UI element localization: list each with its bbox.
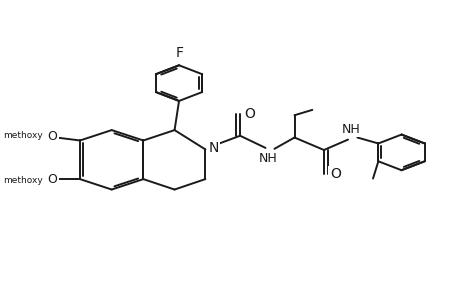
Text: F: F: [175, 46, 183, 60]
Text: O: O: [330, 167, 340, 182]
Text: NH: NH: [258, 152, 276, 165]
Text: O: O: [47, 172, 57, 186]
Text: NH: NH: [341, 123, 360, 136]
Text: methoxy: methoxy: [4, 131, 43, 140]
Text: O: O: [244, 107, 255, 121]
Text: N: N: [208, 141, 218, 154]
Text: O: O: [47, 130, 57, 143]
Text: methoxy: methoxy: [4, 176, 43, 184]
